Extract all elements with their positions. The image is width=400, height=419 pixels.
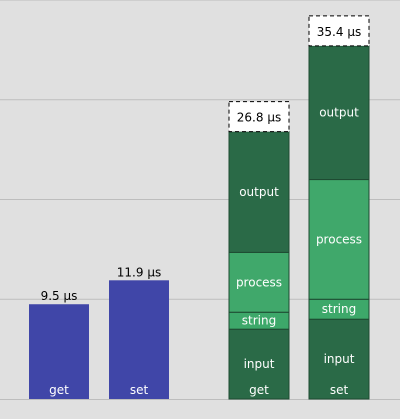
total-label: 26.8 µs [237,111,281,125]
total-box [228,101,290,133]
segment-label: input [324,352,355,366]
segment-output [308,45,370,181]
segment-input [308,318,370,400]
bar-category-label: get [49,383,69,397]
bar-category-label: get [249,383,269,397]
segment-label: process [316,232,362,246]
bar-get [29,304,89,399]
bars [29,15,370,400]
bar-value-label: 11.9 µs [117,265,161,279]
bar-set [109,280,169,399]
segment-input [228,328,290,400]
total-label: 35.4 µs [317,25,361,39]
bar-value-label: 9.5 µs [41,289,78,303]
segment-label: input [244,357,275,371]
total-box [308,15,370,47]
segment-label: process [236,275,282,289]
segment-label: output [319,106,359,120]
segment-output [228,131,290,253]
labels: 9.5 µs get 11.9 µs set input string process out… [41,25,362,397]
segment-process [308,179,370,300]
segment-label: output [239,185,279,199]
bar-category-label: set [130,383,149,397]
segment-label: string [322,302,356,316]
segment-label: string [242,314,276,328]
bar-category-label: set [330,383,349,397]
segment-process [228,251,290,313]
